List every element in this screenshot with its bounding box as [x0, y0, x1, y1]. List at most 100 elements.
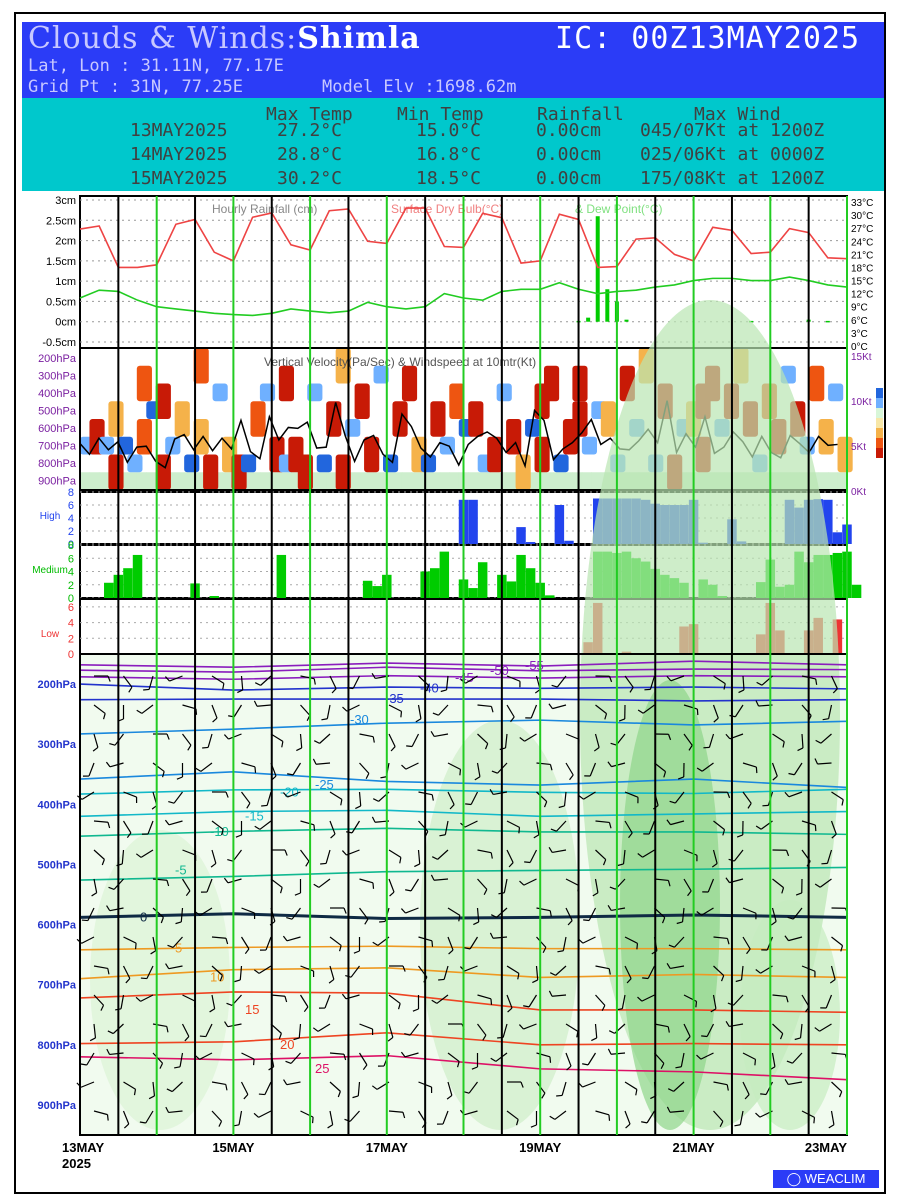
wind-barb	[683, 704, 698, 710]
vv-cell	[818, 419, 834, 455]
wind-barb	[81, 936, 95, 944]
wind-barb	[171, 1081, 183, 1092]
contour-label: -25	[315, 777, 334, 792]
cloud-bar	[132, 554, 143, 598]
wind-barb	[89, 1037, 96, 1042]
cloud-panel-label: Low	[41, 629, 60, 640]
wind-barb	[166, 1026, 169, 1033]
wind-barb	[439, 834, 446, 837]
wind-barb	[464, 820, 478, 828]
wind-barb	[713, 820, 725, 831]
wind-barb	[782, 741, 785, 748]
wind-barb	[128, 686, 133, 693]
wind-barb	[608, 1114, 611, 1121]
wind-barb	[350, 965, 360, 978]
wind-barb	[814, 758, 819, 765]
left-tick-label: 1cm	[55, 276, 76, 288]
vv-cell	[354, 383, 370, 419]
wind-barb	[152, 936, 157, 951]
wind-barb	[636, 943, 639, 950]
wind-barb	[121, 849, 125, 864]
level-label: 600hPa	[38, 423, 77, 435]
wind-barb	[784, 1078, 789, 1085]
vv-cell	[203, 454, 219, 490]
wind-barb	[107, 968, 110, 975]
wind-barb	[290, 1052, 301, 1064]
wind-barb	[434, 733, 449, 738]
wind-barb	[359, 878, 374, 884]
wind-barb	[838, 1091, 843, 1098]
wind-barb	[93, 878, 98, 893]
wind-barb	[772, 1023, 784, 1034]
wind-barb	[443, 965, 449, 980]
wind-barb	[742, 762, 757, 768]
rain-bar	[595, 216, 600, 322]
wind-barb	[253, 700, 258, 707]
wind-barb	[211, 1110, 222, 1122]
wind-barb	[725, 1020, 730, 1027]
wind-barb	[405, 762, 419, 770]
cloud-bar	[516, 554, 526, 598]
vv-cell	[345, 419, 361, 437]
vv-cell	[108, 401, 124, 437]
wind-barb	[506, 1110, 519, 1120]
row-rainfall: 0.00cm	[536, 144, 602, 165]
wind-barb	[329, 1110, 334, 1125]
left-tick-label: 0.5cm	[46, 296, 76, 308]
wind-barb	[726, 938, 730, 945]
time-axis-label: 19MAY	[519, 1140, 561, 1155]
wind-barb	[445, 675, 449, 690]
wind-barb	[483, 889, 488, 896]
wind-barb	[726, 1084, 729, 1091]
wind-barb	[108, 886, 115, 890]
wind-barb	[152, 762, 165, 772]
wind-barb	[237, 689, 243, 694]
wind-barb	[91, 892, 97, 897]
level-label: 700hPa	[37, 980, 76, 992]
wind-barb	[772, 733, 785, 743]
wind-barb	[829, 979, 836, 984]
vv-cell	[89, 472, 100, 490]
wind-barb	[234, 979, 241, 983]
wind-barb	[167, 944, 174, 948]
right-tick-label: 12°C	[851, 290, 873, 301]
wind-barb	[300, 965, 314, 972]
cloud-panel-label: Medium	[32, 565, 68, 576]
wind-barb	[283, 1079, 288, 1085]
wind-barb	[801, 733, 804, 749]
wind-barb	[299, 733, 303, 748]
wind-barb	[670, 820, 685, 826]
header-banner: Clouds & Winds:Shimla IC: 00Z13MAY2025 L…	[22, 21, 884, 98]
wind-barb	[473, 921, 479, 926]
wind-barb	[648, 820, 656, 835]
wind-barb	[755, 825, 762, 830]
contour-label: -40	[420, 680, 439, 695]
wind-barb	[493, 936, 508, 939]
wind-barb	[503, 878, 508, 893]
wind-barb	[211, 1081, 226, 1086]
wind-barb	[258, 1110, 272, 1118]
wind-barb	[482, 1034, 487, 1041]
wind-barb	[93, 849, 105, 860]
cloud-bar	[832, 552, 843, 598]
wind-barb	[406, 745, 413, 748]
wind-barb	[660, 1063, 665, 1070]
wind-barb	[292, 762, 302, 776]
vv-cell	[80, 472, 90, 490]
level-label: 500hPa	[38, 406, 77, 418]
wind-barb	[109, 1052, 124, 1056]
wind-barb	[666, 819, 671, 825]
wind-barb	[329, 820, 336, 835]
wind-barb	[524, 861, 531, 864]
wind-barb	[284, 996, 288, 1003]
wind-barb	[397, 1003, 401, 1010]
wind-barb	[474, 776, 481, 781]
wind-barb	[180, 907, 184, 922]
wind-barb	[122, 820, 132, 834]
wind-barb	[122, 965, 131, 979]
wind-barb	[814, 1027, 820, 1032]
wind-barb	[683, 733, 693, 746]
wind-barb	[722, 829, 726, 836]
wind-barb	[713, 1081, 728, 1086]
wind-barb	[542, 947, 547, 954]
